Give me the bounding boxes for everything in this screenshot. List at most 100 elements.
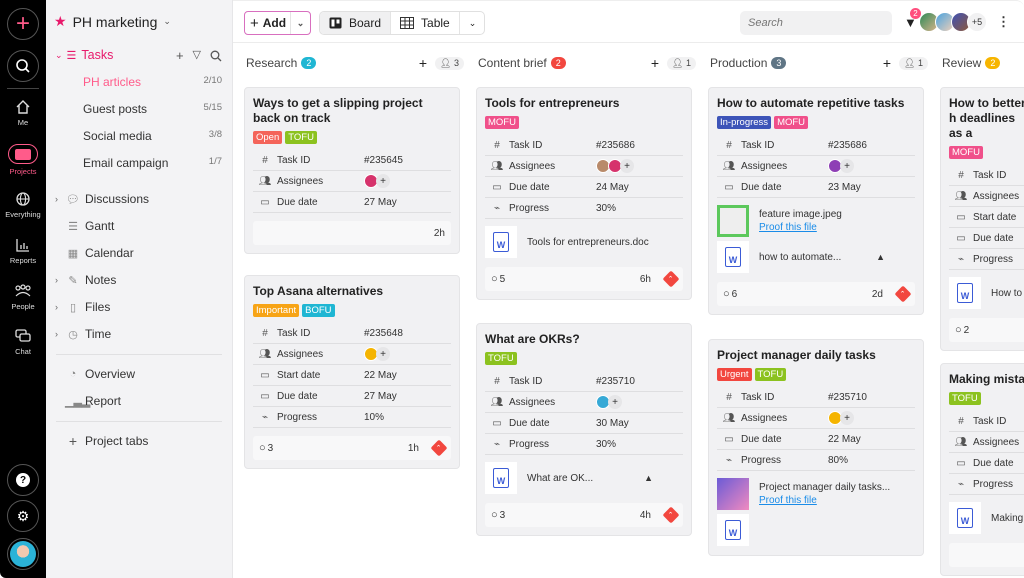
tasklist-email-campaign[interactable]: Email campaign 1/7 bbox=[83, 156, 222, 170]
help-icon: ? bbox=[16, 473, 30, 487]
rail-item-chat[interactable]: Chat bbox=[0, 328, 46, 356]
sidebar-item-files[interactable]: › ▯ Files bbox=[55, 300, 111, 314]
global-search-button[interactable] bbox=[7, 50, 39, 82]
add-button[interactable]: + Add ⌄ bbox=[244, 11, 311, 35]
task-card[interactable]: Ways to get a slipping project back on t… bbox=[244, 87, 460, 254]
tag-tofu: TOFU bbox=[285, 131, 317, 144]
add-task-icon[interactable]: + bbox=[882, 55, 892, 71]
add-assignee-button[interactable]: + bbox=[840, 411, 854, 425]
rail-item-everything[interactable]: Everything bbox=[0, 191, 46, 219]
attachment[interactable]: W Tools for entrepreneurs.doc bbox=[485, 225, 683, 259]
user-avatar[interactable] bbox=[7, 538, 39, 570]
task-card[interactable]: What are OKRs? TOFU # Task ID #235710 👥︎ As… bbox=[476, 323, 692, 536]
people-icon bbox=[15, 284, 31, 297]
folder-icon bbox=[8, 144, 38, 164]
column-research: Research 2 + 👤︎ 3 Ways to get a slipping… bbox=[244, 44, 464, 469]
people-count[interactable]: 👤︎ 1 bbox=[899, 56, 928, 70]
task-card[interactable]: Top Asana alternatives Important BOFU # T… bbox=[244, 275, 460, 469]
search-icon[interactable] bbox=[210, 50, 222, 62]
help-button[interactable]: ? bbox=[7, 464, 39, 496]
task-card[interactable]: How to automate repetitive tasks In-prog… bbox=[708, 87, 924, 315]
tab-board[interactable]: Board bbox=[320, 12, 392, 34]
clock-icon: ◷ bbox=[68, 328, 78, 341]
attachment[interactable]: W How to bbox=[949, 276, 1024, 310]
settings-button[interactable]: ⚙ bbox=[7, 500, 39, 532]
column-content-brief: Content brief 2 + 👤︎ 1 Tools for entrepr… bbox=[476, 44, 696, 536]
tab-table[interactable]: Table bbox=[391, 12, 460, 34]
add-tasklist-icon[interactable]: + bbox=[175, 47, 184, 63]
field-due-date: ▭ Due date 24 May bbox=[485, 177, 683, 198]
sidebar-item-tasks[interactable]: ⌄ ☰ Tasks + ▽ bbox=[55, 47, 222, 63]
field-progress: ⌁ Progress 30% bbox=[485, 198, 683, 219]
people-count[interactable]: 👤︎ 1 bbox=[667, 56, 696, 70]
google-drive-icon: ▲ bbox=[644, 473, 653, 483]
sidebar-item-report[interactable]: ▁▃▂ Report bbox=[65, 394, 122, 408]
add-assignee-button[interactable]: + bbox=[608, 395, 622, 409]
attachment[interactable]: W Making bbox=[949, 501, 1024, 535]
field-task-id: # Task ID #235710 bbox=[717, 387, 915, 408]
attachment[interactable]: W bbox=[717, 513, 915, 547]
add-project-tabs-button[interactable]: + Project tabs bbox=[55, 433, 148, 449]
image-attachment[interactable]: feature image.jpeg Proof this file bbox=[717, 204, 915, 238]
add-task-icon[interactable]: + bbox=[650, 55, 660, 71]
tasklist-ph-articles[interactable]: PH articles 2/10 bbox=[83, 75, 222, 89]
task-card[interactable]: Making mistak TOFU # Task ID 👥︎ Assignees … bbox=[940, 363, 1024, 576]
tasklist-social-media[interactable]: Social media 3/8 bbox=[83, 129, 222, 143]
field-task-id: # Task ID bbox=[949, 165, 1024, 186]
attachment[interactable]: W What are OK... ▲ bbox=[485, 461, 683, 495]
tasklist-guest-posts[interactable]: Guest posts 5/15 bbox=[83, 102, 222, 116]
add-assignee-button[interactable]: + bbox=[376, 347, 390, 361]
add-dropdown-toggle[interactable]: ⌄ bbox=[290, 12, 310, 34]
sidebar-item-discussions[interactable]: › 💬︎ Discussions bbox=[55, 192, 150, 206]
rail-divider bbox=[7, 88, 39, 89]
people-count[interactable]: 👤︎ 3 bbox=[435, 56, 464, 70]
sidebar-item-calendar[interactable]: ▦ Calendar bbox=[55, 246, 134, 260]
field-progress: ⌁ Progress 30% bbox=[485, 434, 683, 455]
proof-file-link[interactable]: Proof this file bbox=[759, 222, 817, 233]
rail-item-projects[interactable]: Projects bbox=[0, 144, 46, 176]
task-card[interactable]: Tools for entrepreneurs MOFU # Task ID #23… bbox=[476, 87, 692, 300]
filter-button[interactable]: ▼ 2 bbox=[904, 8, 921, 30]
report-icon: ▁▃▂ bbox=[65, 395, 91, 408]
proof-file-link[interactable]: Proof this file bbox=[759, 495, 817, 506]
field-task-id: # Task ID #235645 bbox=[253, 150, 451, 171]
chevron-right-icon: › bbox=[55, 329, 58, 339]
add-assignee-button[interactable]: + bbox=[376, 174, 390, 188]
field-assignees: 👥︎ Assignees + bbox=[485, 392, 683, 413]
more-views-dropdown[interactable]: ⌄ bbox=[460, 12, 484, 34]
filter-icon[interactable]: ▽ bbox=[192, 48, 201, 61]
add-assignee-button[interactable]: + bbox=[620, 159, 634, 173]
create-button[interactable]: + bbox=[7, 8, 39, 40]
card-footer: ○ 2 bbox=[949, 318, 1024, 342]
task-card[interactable]: How to better h deadlines as a MOFU # Tas… bbox=[940, 87, 1024, 351]
global-rail: + Me Projects Everything Reports People … bbox=[0, 0, 46, 578]
board-toolbar: + Add ⌄ Board Table ⌄ ▼ 2 bbox=[233, 1, 1024, 43]
image-attachment[interactable]: Project manager daily tasks... Proof this… bbox=[717, 477, 915, 511]
search-input[interactable] bbox=[740, 11, 892, 35]
rail-item-people[interactable]: People bbox=[0, 283, 46, 311]
sidebar-item-time[interactable]: › ◷ Time bbox=[55, 327, 112, 341]
sidebar-item-notes[interactable]: › ✎ Notes bbox=[55, 273, 117, 287]
plus-icon: + bbox=[250, 14, 259, 32]
add-assignee-button[interactable]: + bbox=[840, 159, 854, 173]
sidebar-item-gantt[interactable]: ☰ Gantt bbox=[55, 219, 114, 233]
field-start-date: ▭ Start date bbox=[949, 207, 1024, 228]
task-card[interactable]: Project manager daily tasks Urgent TOFU … bbox=[708, 339, 924, 556]
board-icon bbox=[329, 17, 342, 29]
more-options-icon[interactable]: ⋮ bbox=[997, 14, 1010, 29]
field-due-date: ▭ Due date bbox=[949, 228, 1024, 249]
comment-icon: ○ bbox=[259, 442, 266, 454]
tag-mofu: MOFU bbox=[774, 116, 809, 129]
card-footer: ○ 5 6h ⌃ bbox=[485, 267, 683, 291]
tag-important: Important bbox=[253, 304, 300, 317]
project-switcher[interactable]: ★ PH marketing ⌄ bbox=[54, 13, 171, 30]
add-task-icon[interactable]: + bbox=[418, 55, 428, 71]
view-switcher: Board Table ⌄ bbox=[319, 11, 485, 35]
sidebar-item-overview[interactable]: ◔ Overview bbox=[55, 367, 135, 381]
field-task-id: # Task ID bbox=[949, 411, 1024, 432]
rail-item-me[interactable]: Me bbox=[0, 99, 46, 127]
count-badge: 2 bbox=[550, 57, 566, 69]
rail-item-reports[interactable]: Reports bbox=[0, 237, 46, 265]
project-members[interactable]: +5 bbox=[919, 12, 987, 32]
